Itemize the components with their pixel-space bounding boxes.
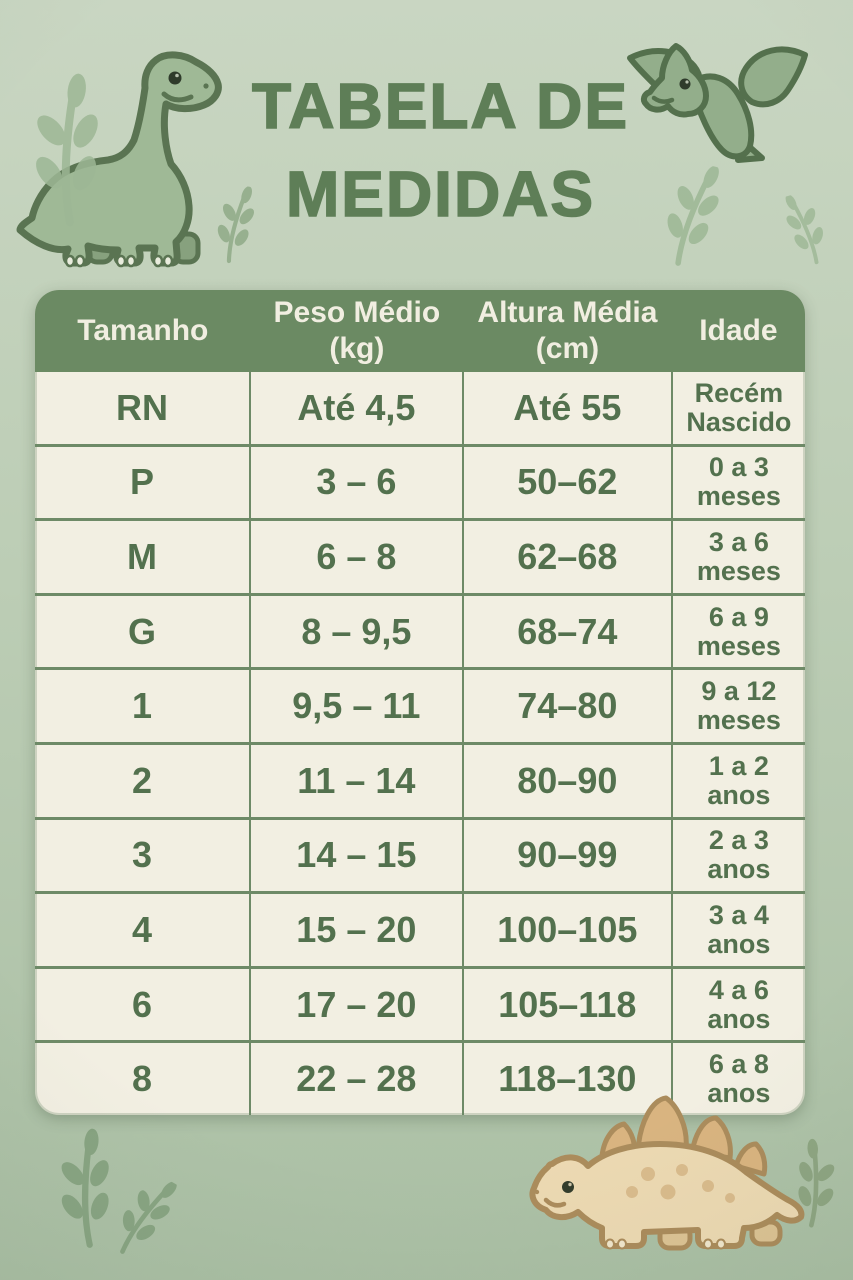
weight-cell: 11 – 14: [248, 744, 462, 817]
height-cell: 90–99: [461, 819, 671, 892]
weight-cell: 17 – 20: [248, 968, 462, 1041]
page-title-line1: TABELA DE: [251, 69, 630, 143]
age-cell: 0 a 3 meses: [670, 446, 805, 519]
height-cell: 105–118: [461, 968, 671, 1041]
height-cell: 118–130: [461, 1043, 671, 1115]
page-title: TABELA DE MEDIDAS: [14, 62, 853, 238]
age-cell: 6 a 8 anos: [670, 1043, 805, 1115]
pterodactyl-icon: [618, 40, 836, 198]
size-chart-table: Tamanho Peso Médio (kg) Altura Média (cm) …: [35, 290, 805, 1115]
table-header-row: Tamanho Peso Médio (kg) Altura Média (cm) …: [35, 290, 805, 372]
height-cell: 50–62: [461, 446, 671, 519]
size-cell: 3: [131, 834, 152, 876]
table-row: 6 17 – 20 105–118 4 a 6 anos: [35, 965, 805, 1041]
column-header-idade: Idade: [699, 314, 778, 347]
stegosaurus-icon: [520, 1086, 810, 1266]
weight-cell: 22 – 28: [248, 1043, 462, 1115]
weight-cell: 9,5 – 11: [248, 670, 462, 742]
height-cell: 68–74: [461, 595, 671, 668]
column-header-peso: Peso Médio (kg): [273, 296, 441, 365]
age-cell: 3 a 6 meses: [670, 521, 805, 593]
weight-cell: 8 – 9,5: [248, 595, 462, 668]
height-cell: 100–105: [461, 894, 671, 966]
age-cell: 6 a 9 meses: [670, 595, 805, 668]
column-header-altura: Altura Média (cm): [477, 296, 658, 365]
height-cell: 80–90: [461, 744, 671, 817]
age-cell: 1 a 2 anos: [670, 744, 805, 817]
size-cell: RN: [115, 386, 168, 428]
age-cell: 3 a 4 anos: [670, 894, 805, 966]
weight-cell: 6 – 8: [248, 521, 462, 593]
page-title-line2: MEDIDAS: [285, 157, 596, 231]
weight-cell: 3 – 6: [248, 446, 462, 519]
size-cell: M: [126, 535, 157, 577]
age-cell: Recém Nascido: [670, 372, 805, 444]
table-row: P 3 – 6 50–62 0 a 3 meses: [35, 443, 805, 519]
age-cell: 9 a 12 meses: [670, 670, 805, 742]
age-cell: 4 a 6 anos: [670, 968, 805, 1041]
weight-cell: 15 – 20: [248, 894, 462, 966]
height-cell: 74–80: [461, 670, 671, 742]
age-cell: 2 a 3 anos: [670, 819, 805, 892]
table-row: 4 15 – 20 100–105 3 a 4 anos: [35, 891, 805, 966]
size-cell: 8: [131, 1058, 152, 1100]
weight-cell: 14 – 15: [248, 819, 462, 892]
table-row: RN Até 4,5 Até 55 Recém Nascido: [35, 372, 805, 444]
table-body: RN Até 4,5 Até 55 Recém Nascido P 3 – 6 5…: [35, 372, 805, 1115]
table-row: 1 9,5 – 11 74–80 9 a 12 meses: [35, 667, 805, 742]
table-row: 3 14 – 15 90–99 2 a 3 anos: [35, 816, 805, 892]
size-cell: 1: [131, 685, 152, 727]
size-cell: 2: [131, 759, 152, 801]
column-header-tamanho: Tamanho: [77, 314, 209, 347]
weight-cell: Até 4,5: [248, 372, 462, 444]
table-row: 2 11 – 14 80–90 1 a 2 anos: [35, 741, 805, 817]
size-cell: 6: [131, 983, 152, 1025]
table-row: M 6 – 8 62–68 3 a 6 meses: [35, 518, 805, 593]
table-row: G 8 – 9,5 68–74 6 a 9 meses: [35, 592, 805, 668]
size-cell: P: [129, 461, 154, 503]
height-cell: 62–68: [461, 521, 671, 593]
size-cell: 4: [131, 908, 152, 950]
table-row: 8 22 – 28 118–130 6 a 8 anos: [35, 1040, 805, 1115]
size-cell: G: [127, 610, 156, 652]
height-cell: Até 55: [461, 372, 671, 444]
